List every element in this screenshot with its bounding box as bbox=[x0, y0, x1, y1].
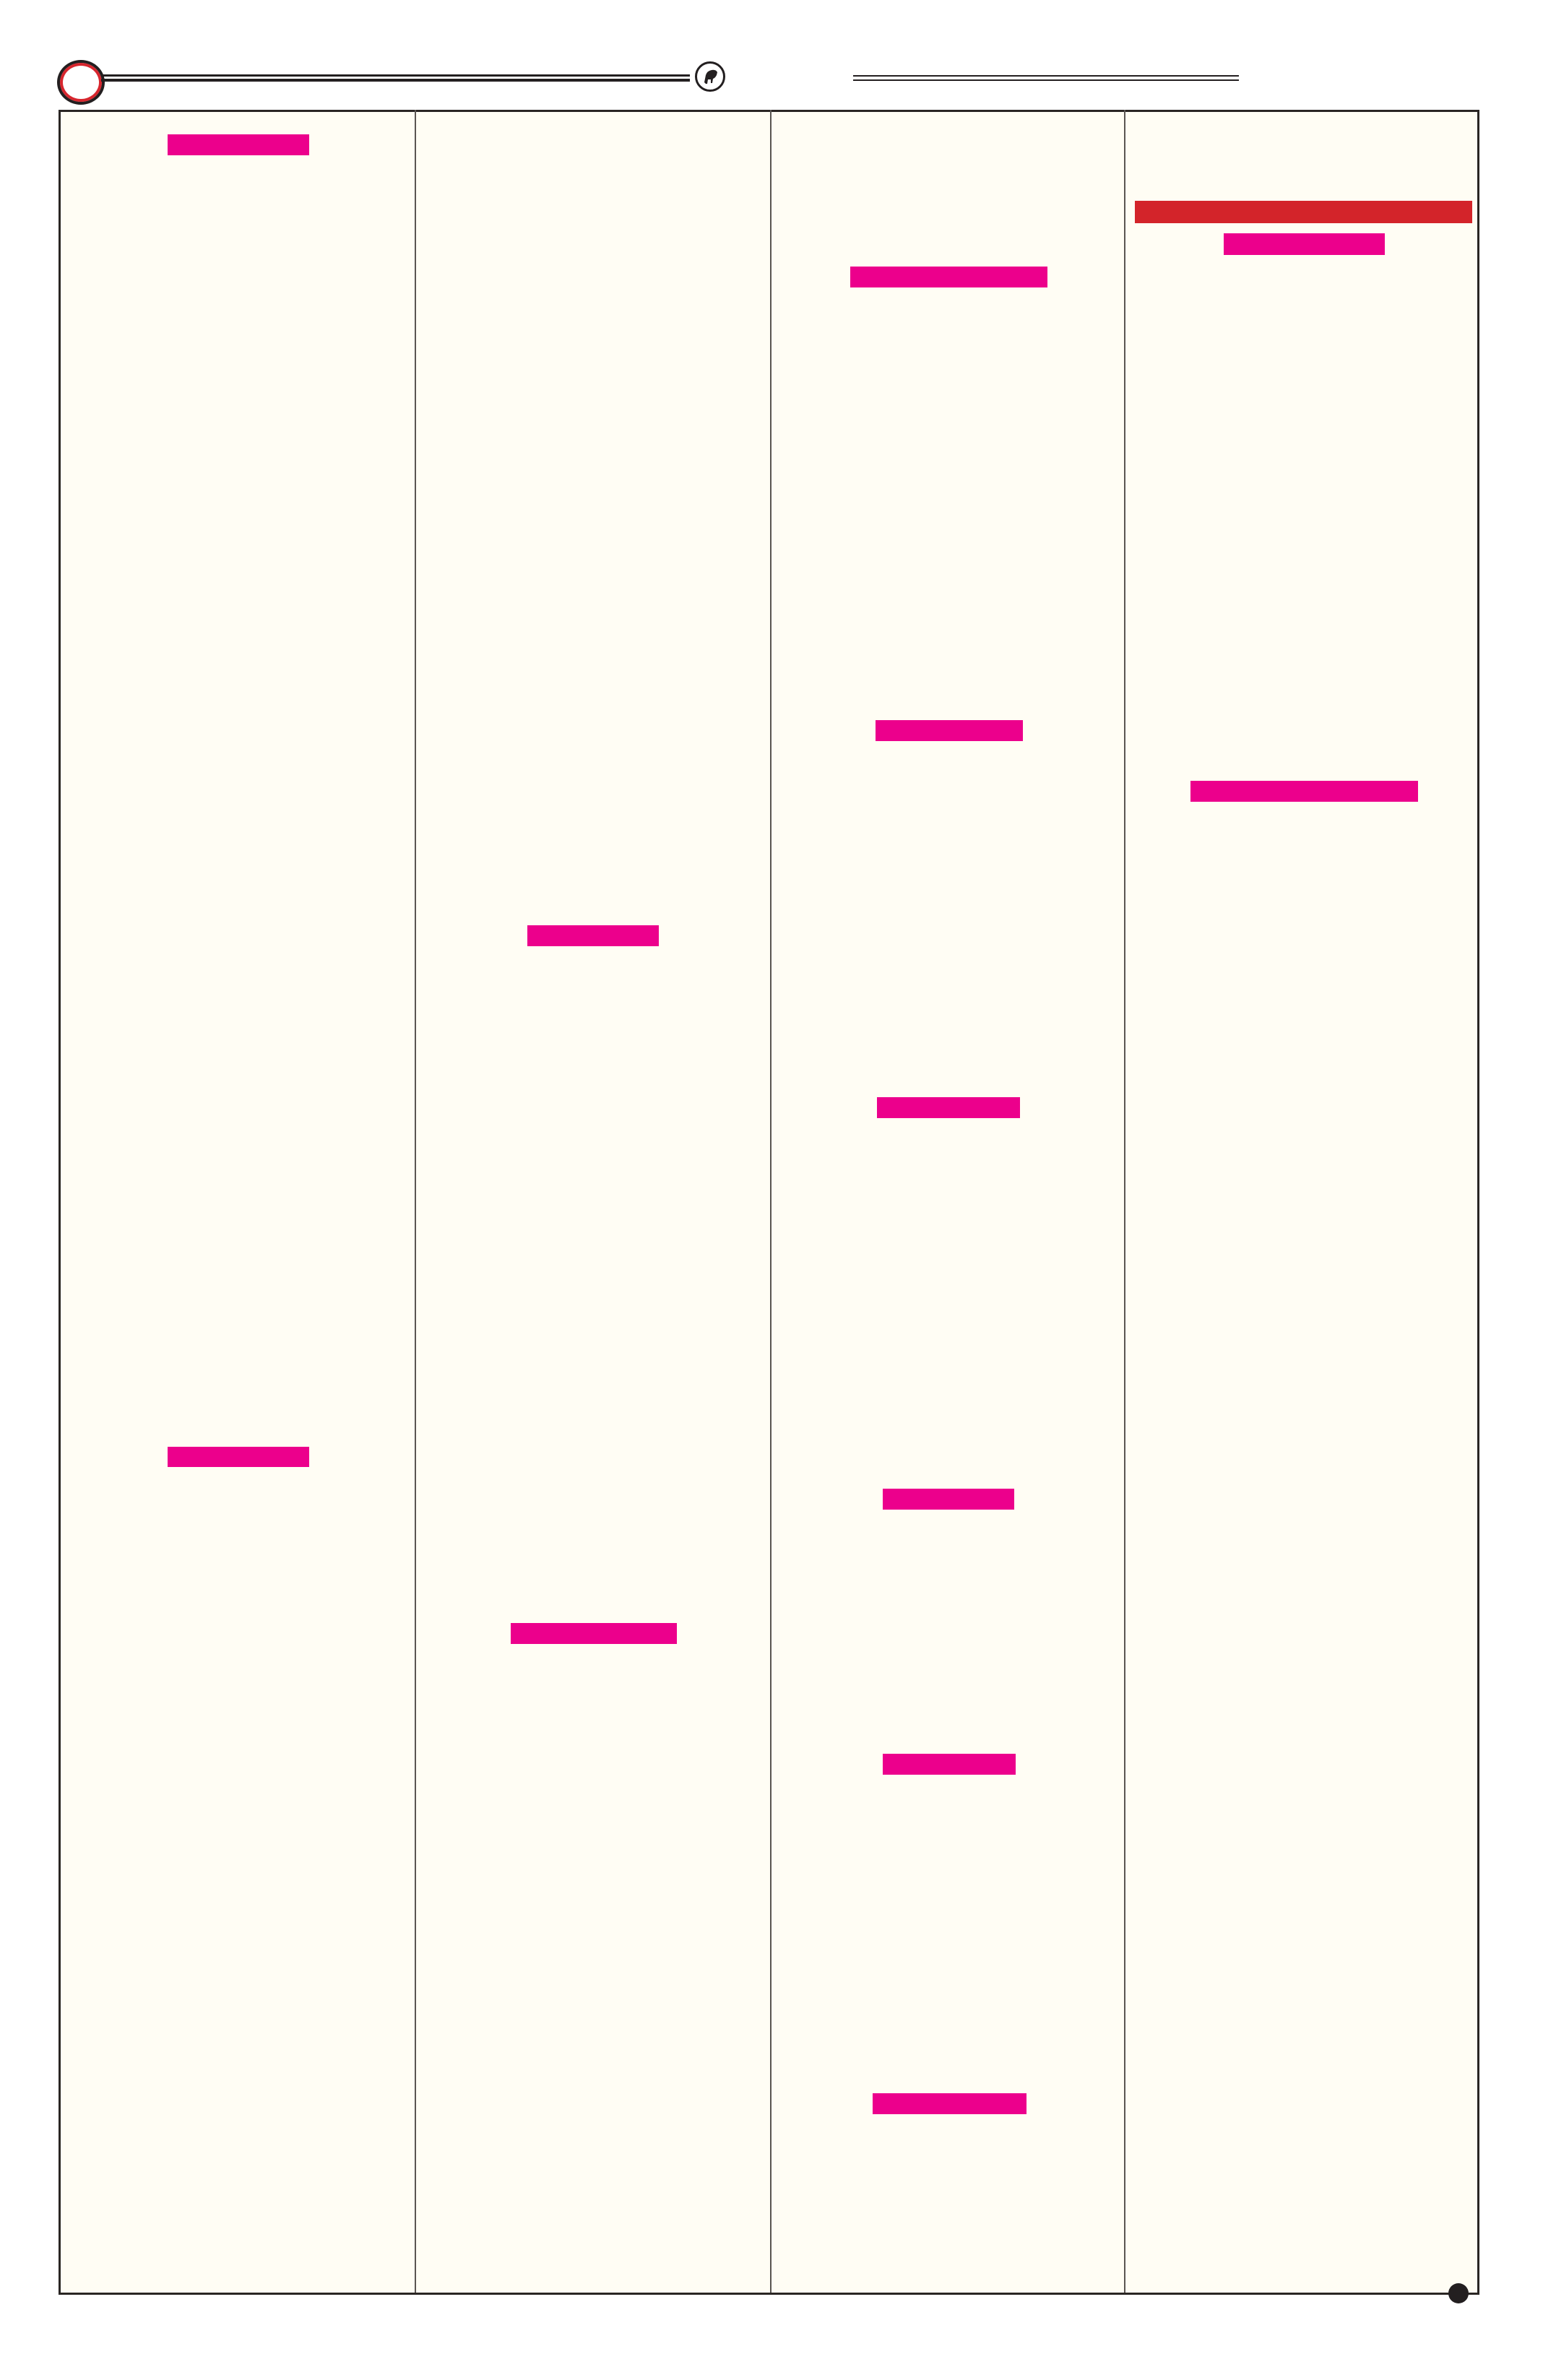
column-divider bbox=[415, 110, 416, 2293]
column-4-heading-bar bbox=[1224, 233, 1385, 255]
header-rule-right bbox=[853, 75, 1239, 81]
column-1-heading-bar bbox=[168, 1447, 309, 1467]
header-rule-left bbox=[101, 74, 690, 82]
column-divider bbox=[1124, 110, 1125, 2293]
page-frame bbox=[59, 110, 1479, 2295]
column-1-heading-bar bbox=[168, 134, 309, 155]
ring-icon bbox=[57, 60, 105, 105]
column-4-heading-bar bbox=[1190, 781, 1418, 802]
column-3-heading-bar bbox=[877, 1097, 1020, 1118]
bull-icon bbox=[695, 61, 725, 92]
column-2-heading-bar bbox=[527, 925, 659, 946]
column-divider bbox=[770, 110, 772, 2293]
dot-icon bbox=[1448, 2283, 1469, 2303]
column-3-heading-bar bbox=[873, 2093, 1026, 2114]
column-3-heading-bar bbox=[850, 267, 1047, 287]
column-3-heading-bar bbox=[876, 720, 1023, 741]
column-3-heading-bar bbox=[883, 1489, 1014, 1510]
column-4-banner-bar bbox=[1135, 201, 1472, 223]
column-3-heading-bar bbox=[883, 1754, 1016, 1775]
column-2-heading-bar bbox=[511, 1623, 677, 1644]
